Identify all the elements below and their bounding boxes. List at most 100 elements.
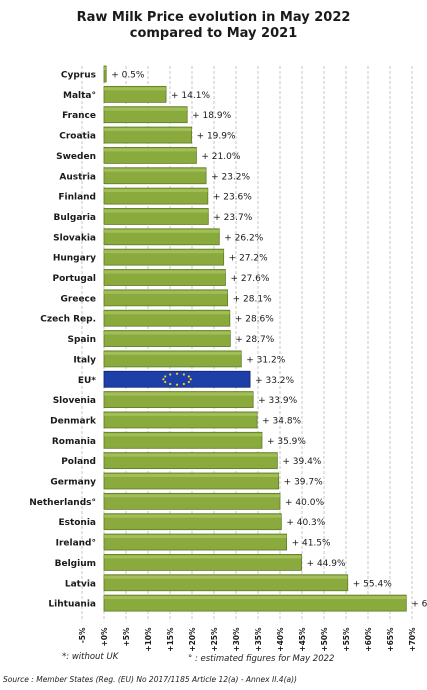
bar-highlight bbox=[104, 250, 224, 254]
eu-star bbox=[187, 380, 190, 384]
category-label: Spain bbox=[68, 335, 97, 345]
category-label: Belgium bbox=[55, 559, 96, 569]
footnote-estimated: ° : estimated figures for May 2022 bbox=[188, 654, 335, 664]
category-label: Slovenia bbox=[53, 396, 96, 406]
eu-star bbox=[169, 373, 172, 376]
bar-highlight bbox=[104, 433, 262, 437]
category-label: Germany bbox=[50, 478, 96, 488]
value-label: + 27.6% bbox=[230, 274, 269, 284]
x-tick-label: +5% bbox=[122, 627, 131, 647]
value-label: + 31.2% bbox=[246, 355, 285, 365]
bar-highlight bbox=[104, 392, 254, 396]
x-tick-label: -5% bbox=[78, 627, 87, 643]
eu-star bbox=[169, 382, 172, 386]
eu-star bbox=[162, 378, 165, 381]
category-label: France bbox=[62, 111, 96, 121]
category-label: Italy bbox=[73, 355, 96, 365]
value-label: + 23.7% bbox=[213, 213, 252, 223]
bar-highlight bbox=[104, 535, 287, 539]
bar-highlight bbox=[104, 474, 279, 477]
value-label: + 28.7% bbox=[235, 335, 274, 345]
bar-highlight bbox=[104, 67, 107, 70]
category-label: Slovakia bbox=[53, 233, 96, 243]
value-label: + 14.1% bbox=[171, 91, 210, 101]
value-label: + 39.7% bbox=[284, 478, 323, 488]
category-label: Bulgaria bbox=[54, 213, 96, 223]
category-label: Ireland° bbox=[56, 539, 96, 549]
value-label: + 27.2% bbox=[229, 254, 268, 264]
value-label: + 19.9% bbox=[197, 132, 236, 142]
value-label: + 39.4% bbox=[282, 457, 321, 467]
footnote-without-uk: *: without UK bbox=[62, 652, 119, 662]
bar-highlight bbox=[104, 412, 258, 416]
x-tick-label: +15% bbox=[166, 627, 175, 652]
eu-star bbox=[189, 378, 192, 381]
category-label: Croatia bbox=[59, 132, 96, 142]
x-tick-label: +20% bbox=[188, 627, 197, 652]
bar-highlight bbox=[104, 270, 226, 274]
value-label: + 28.1% bbox=[233, 294, 272, 304]
value-label: + 0.5% bbox=[111, 71, 145, 81]
bar-highlight bbox=[104, 575, 348, 579]
category-label: Netherlands° bbox=[29, 498, 96, 508]
chart-title: Raw Milk Price evolution in May 2022 com… bbox=[0, 10, 427, 42]
x-tick-label: +45% bbox=[298, 627, 307, 652]
x-tick-label: +60% bbox=[364, 627, 373, 652]
bar-highlight bbox=[104, 555, 302, 559]
category-label: Cyprus bbox=[61, 71, 96, 81]
value-label: + 26.2% bbox=[224, 233, 263, 243]
value-label: + 55.4% bbox=[353, 579, 392, 589]
chart-title-line1: Raw Milk Price evolution in May 2022 bbox=[76, 10, 351, 25]
value-label: + 21.0% bbox=[201, 152, 240, 162]
x-tick-label: +10% bbox=[144, 627, 153, 652]
category-label: Portugal bbox=[52, 274, 96, 284]
x-tick-label: +0% bbox=[100, 627, 109, 647]
source-note: Source : Member States (Reg. (EU) No 201… bbox=[3, 675, 297, 684]
category-label: EU* bbox=[78, 376, 96, 386]
bar-highlight bbox=[104, 189, 208, 193]
value-label: + 41.5% bbox=[292, 539, 331, 549]
category-label: Latvia bbox=[65, 579, 96, 589]
value-label: + 23.2% bbox=[211, 172, 250, 182]
bar-highlight bbox=[104, 128, 192, 132]
eu-star bbox=[175, 383, 179, 386]
value-label: + 40.0% bbox=[285, 498, 324, 508]
bar-highlight bbox=[104, 514, 282, 518]
eu-star bbox=[182, 373, 185, 376]
value-label: + 40.3% bbox=[286, 518, 325, 528]
bar-highlight bbox=[104, 290, 228, 294]
category-label: Finland bbox=[58, 193, 96, 203]
eu-star bbox=[175, 372, 179, 375]
value-label: + 34.8% bbox=[262, 416, 301, 426]
value-label: + 33.2% bbox=[255, 376, 294, 386]
x-tick-label: +40% bbox=[276, 627, 285, 652]
bar-highlight bbox=[104, 168, 207, 172]
x-tick-label: +70% bbox=[408, 627, 417, 652]
category-label: Lihtuania bbox=[48, 600, 96, 610]
category-label: Austria bbox=[59, 172, 96, 182]
value-label: + 35.9% bbox=[267, 437, 306, 447]
bar-highlight bbox=[104, 351, 242, 355]
category-label: Denmark bbox=[50, 416, 97, 426]
eu-star bbox=[182, 382, 185, 386]
chart-title-line2: compared to May 2021 bbox=[129, 26, 298, 41]
bar-highlight bbox=[104, 107, 188, 111]
eu-star bbox=[164, 375, 167, 378]
category-label: Czech Rep. bbox=[40, 315, 96, 325]
bar-highlight bbox=[104, 311, 230, 315]
bar-highlight bbox=[104, 331, 231, 335]
category-label: Greece bbox=[61, 294, 96, 304]
bar-highlight bbox=[104, 87, 167, 91]
value-label: + 23.6% bbox=[213, 193, 252, 203]
category-label: Hungary bbox=[53, 254, 96, 264]
x-tick-label: +65% bbox=[386, 627, 395, 652]
eu-star bbox=[187, 375, 190, 378]
category-label: Sweden bbox=[56, 152, 96, 162]
category-label: Poland bbox=[61, 457, 96, 467]
category-label: Estonia bbox=[58, 518, 96, 528]
bar-eu bbox=[103, 370, 251, 388]
x-tick-label: +30% bbox=[232, 627, 241, 652]
value-label: + 68.7% bbox=[411, 600, 427, 610]
category-label: Romania bbox=[52, 437, 96, 447]
bar-highlight bbox=[104, 596, 407, 600]
